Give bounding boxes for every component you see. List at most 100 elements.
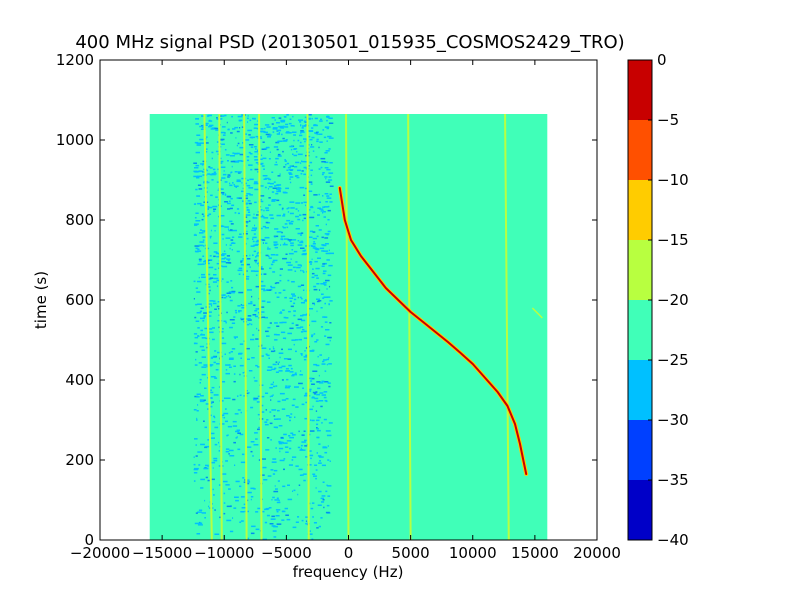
- noise-speck: [196, 419, 198, 421]
- noise-speck: [252, 217, 258, 219]
- noise-speck: [272, 131, 275, 133]
- noise-speck: [220, 131, 225, 134]
- noise-speck: [317, 387, 321, 390]
- noise-speck: [321, 363, 326, 365]
- noise-speck: [289, 178, 291, 180]
- noise-speck: [329, 185, 334, 187]
- noise-speck: [250, 498, 252, 501]
- noise-speck: [261, 165, 265, 167]
- noise-speck: [273, 235, 279, 238]
- noise-speck: [227, 259, 230, 262]
- noise-speck: [301, 434, 305, 436]
- noise-speck: [265, 242, 268, 244]
- noise-speck: [256, 127, 259, 130]
- noise-speck: [295, 465, 299, 467]
- noise-speck: [198, 170, 203, 172]
- noise-speck: [318, 229, 322, 231]
- noise-speck: [317, 207, 321, 209]
- noise-speck: [284, 160, 287, 162]
- noise-speck: [274, 339, 278, 341]
- noise-speck: [308, 408, 313, 411]
- noise-speck: [316, 133, 318, 136]
- noise-speck: [254, 159, 259, 161]
- noise-speck: [204, 517, 206, 519]
- noise-speck: [227, 425, 233, 428]
- noise-speck: [237, 115, 243, 118]
- noise-speck: [310, 146, 315, 148]
- noise-speck: [216, 285, 219, 287]
- noise-speck: [266, 419, 269, 421]
- noise-speck: [258, 185, 264, 187]
- noise-speck: [198, 522, 203, 524]
- noise-speck: [266, 335, 270, 337]
- x-axis-label: frequency (Hz): [293, 563, 404, 581]
- noise-speck: [193, 170, 198, 173]
- noise-speck: [236, 130, 240, 133]
- noise-speck: [313, 241, 316, 243]
- noise-speck: [275, 282, 280, 284]
- noise-speck: [311, 538, 314, 540]
- noise-speck: [274, 292, 277, 294]
- noise-speck: [201, 125, 204, 127]
- noise-speck: [313, 211, 315, 213]
- noise-speck: [320, 166, 323, 169]
- noise-speck: [324, 237, 329, 239]
- colorbar-tick-label: −40: [657, 531, 689, 549]
- noise-speck: [193, 175, 198, 178]
- noise-speck: [270, 254, 276, 256]
- noise-speck: [293, 148, 298, 150]
- colorbar-band: [628, 180, 652, 240]
- noise-speck: [328, 385, 331, 388]
- noise-speck: [300, 444, 303, 447]
- noise-speck: [233, 365, 236, 367]
- noise-speck: [329, 201, 333, 203]
- noise-speck: [284, 337, 286, 340]
- noise-speck: [195, 220, 201, 222]
- noise-speck: [327, 495, 331, 497]
- noise-speck: [305, 354, 308, 357]
- noise-speck: [200, 204, 204, 207]
- noise-speck: [324, 381, 329, 383]
- noise-speck: [293, 489, 296, 492]
- noise-speck: [251, 229, 256, 232]
- noise-speck: [324, 206, 329, 208]
- noise-speck: [229, 182, 231, 185]
- noise-speck: [281, 231, 283, 234]
- noise-speck: [318, 490, 322, 493]
- noise-speck: [272, 127, 278, 129]
- noise-speck: [300, 130, 304, 132]
- noise-speck: [259, 158, 263, 160]
- noise-speck: [285, 187, 289, 190]
- noise-speck: [270, 395, 273, 397]
- noise-speck: [307, 135, 311, 138]
- noise-speck: [229, 455, 235, 457]
- noise-speck: [308, 190, 313, 192]
- noise-speck: [264, 124, 270, 126]
- noise-speck: [326, 140, 328, 142]
- noise-speck: [325, 430, 331, 432]
- noise-speck: [223, 412, 229, 415]
- noise-speck: [260, 280, 264, 283]
- noise-speck: [212, 421, 216, 423]
- noise-speck: [328, 176, 332, 178]
- noise-speck: [308, 388, 312, 391]
- noise-speck: [271, 171, 274, 173]
- noise-speck: [253, 376, 255, 379]
- noise-speck: [252, 334, 255, 336]
- noise-speck: [245, 275, 250, 278]
- noise-speck: [319, 141, 323, 143]
- noise-speck: [213, 494, 215, 496]
- noise-speck: [319, 354, 322, 356]
- noise-speck: [269, 322, 272, 324]
- noise-speck: [303, 300, 308, 302]
- noise-speck: [248, 302, 253, 305]
- noise-speck: [215, 252, 218, 254]
- colorbar-band: [628, 240, 652, 300]
- noise-speck: [273, 536, 277, 538]
- noise-speck: [262, 239, 266, 241]
- noise-speck: [213, 415, 215, 418]
- noise-speck: [289, 419, 291, 422]
- plot-area: [149, 113, 548, 540]
- noise-speck: [198, 258, 202, 261]
- noise-speck: [277, 140, 283, 142]
